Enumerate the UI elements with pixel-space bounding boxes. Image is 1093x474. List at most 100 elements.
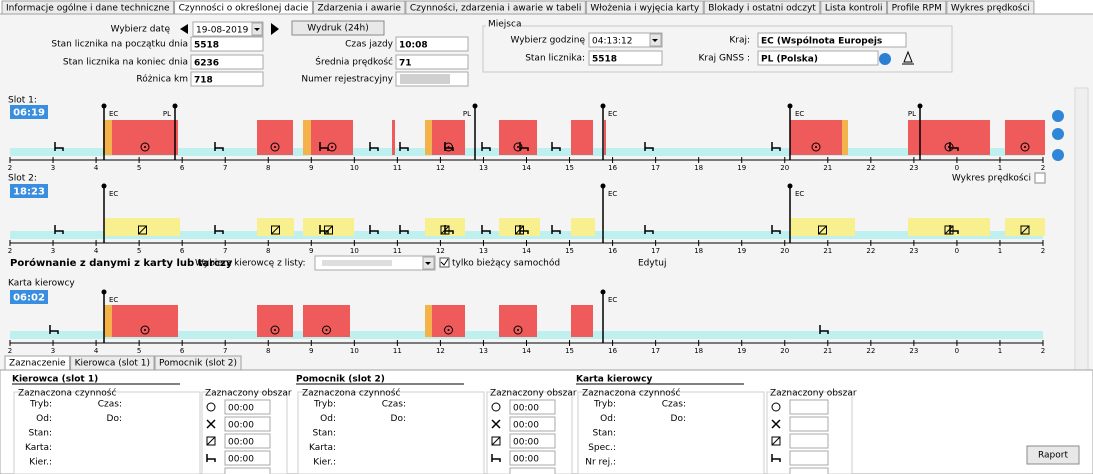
bottom-tab[interactable]: Pomocnik (slot 2) [159,359,237,369]
drive-icon [140,325,150,335]
rest-icon [319,225,329,234]
tab[interactable]: Blokady i ostatni odczyt [708,4,816,14]
activity-block [392,120,395,155]
print-button[interactable] [291,20,385,36]
hour-label: 17 [651,347,660,355]
report-button[interactable] [1026,445,1080,465]
date-select-box[interactable] [192,21,264,37]
country-label: Kraj: [729,36,750,46]
slot-time: 06:02 [13,293,45,304]
hour-label: 22 [866,247,875,255]
tab[interactable]: Profile RPM [892,4,942,14]
marker-label: EC [795,190,804,198]
activity-field: Tryb: [593,400,616,410]
hour-label: 21 [823,247,832,255]
next-day[interactable] [271,23,279,35]
area-value-box[interactable] [509,399,556,415]
activity-block [432,120,465,155]
report-label: Raport [1038,451,1068,461]
rest-icon [399,142,409,151]
speed-chart-checkbox[interactable] [1034,172,1046,184]
marker-label: EC [608,190,617,198]
area-group [766,391,853,474]
area-value-box[interactable] [224,399,271,415]
area-value: 00:00 [228,438,254,448]
hour-label: 3 [51,164,55,172]
rest-icon [444,142,454,151]
hour-select-box[interactable] [588,32,663,48]
hour-label: 14 [522,164,531,172]
activity-field: Nr rej.: [585,458,616,468]
tab[interactable]: Zdarzenia i awarie [317,4,401,14]
field-value-box[interactable] [395,54,469,70]
gnss-value-box[interactable] [757,50,879,66]
area-value-box[interactable] [509,450,556,466]
tab[interactable]: Czynności, zdarzenia i awarie w tabeli [410,3,581,14]
field-value: 71 [399,59,412,69]
prev-day[interactable] [180,24,188,34]
area-value-box[interactable] [509,433,556,449]
rest-icon [369,225,379,234]
dropdown-arrow [425,262,431,265]
area-value-box[interactable] [509,416,556,432]
marker-label: EC [795,110,804,118]
marker-pin [101,103,107,109]
places-title: Miejsca [488,20,521,30]
hour-label: 20 [780,164,789,172]
only-current-checkbox[interactable] [439,257,450,268]
bottom-tab-bg[interactable] [4,355,71,371]
rest-icon [819,325,829,334]
area-value-box[interactable] [224,450,271,466]
speed-chart-label: Wykres prędkości [952,173,1031,184]
bottom-tab-bg[interactable] [70,355,155,371]
zoom-button[interactable] [1052,110,1064,122]
hour-label: 9 [309,164,313,172]
bottom-tab-bg[interactable] [154,355,242,371]
area-value: 00:00 [513,404,539,414]
area-value-box[interactable] [789,399,829,415]
blurred-plate [400,74,450,84]
hour-label: 3 [51,347,55,355]
zoom-button[interactable] [1052,149,1064,161]
area-value-box[interactable] [224,416,271,432]
hour-label: 12 [436,347,445,355]
area-value-box[interactable] [789,433,829,449]
hour-label: 16 [608,247,617,255]
work-icon [271,225,280,235]
hour-label: 2 [1041,164,1045,172]
tab[interactable]: Włożenia i wyjęcia karty [590,4,700,14]
map-icon[interactable] [902,50,914,65]
available-icon-line [206,436,216,446]
rest-icon [551,225,561,234]
tab[interactable]: Czynności o określonej dacie [179,3,309,14]
field-value-box[interactable] [395,36,469,52]
hour-label: 0 [955,247,959,255]
available-icon [206,436,216,446]
marker-label: PL [463,110,471,118]
work-icon [138,225,147,235]
hour-label: 8 [266,247,270,255]
drive-icon-dot [517,146,519,148]
area-value: 00:00 [513,438,539,448]
panel-title: Kierowca (slot 1) [12,375,98,385]
area-value-box[interactable] [224,433,271,449]
field-value-box[interactable] [190,71,264,87]
work-icon-line [138,225,147,235]
country-value-box[interactable] [757,32,907,48]
odometer-value-box[interactable] [588,50,663,66]
rest-icon [644,142,654,151]
zoom-button[interactable] [1052,128,1064,140]
area-value-box[interactable] [789,416,829,432]
field-value-box[interactable] [190,36,264,52]
area-value-box[interactable] [789,450,829,466]
bottom-tab[interactable]: Kierowca (slot 1) [75,359,150,369]
tab[interactable]: Lista kontroli [825,4,883,14]
tab[interactable]: Informacje ogólne i dane techniczne [6,3,170,14]
hour-label: 9 [309,347,313,355]
tab[interactable]: Wykres prędkości [951,3,1030,14]
area-value-box[interactable] [789,467,829,474]
info-icon[interactable] [879,53,891,65]
bottom-tab[interactable]: Zaznaczenie [9,359,66,369]
drive-icon [491,402,501,412]
field-value-box[interactable] [190,54,264,70]
